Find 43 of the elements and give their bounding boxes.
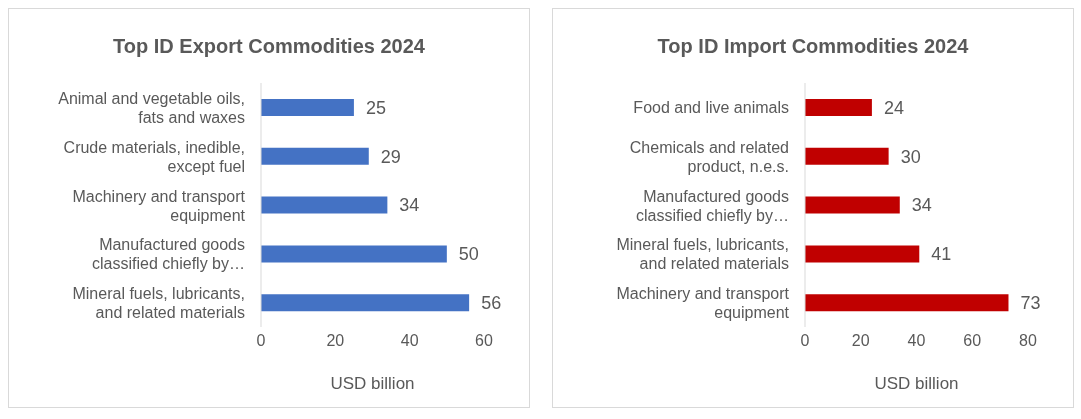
data-label: 50 bbox=[458, 244, 479, 265]
data-label: 30 bbox=[900, 146, 921, 167]
y-tick-label: Crude materials, inedible, except fuel bbox=[63, 138, 245, 175]
data-label: 41 bbox=[931, 244, 952, 265]
bar bbox=[805, 196, 900, 214]
y-tick-label: Food and live animals bbox=[633, 98, 789, 116]
x-tick-label: 40 bbox=[907, 332, 926, 350]
bar bbox=[805, 245, 920, 263]
x-axis-title: USD billion bbox=[329, 374, 416, 394]
bar bbox=[805, 147, 889, 165]
x-tick-label: 60 bbox=[963, 332, 982, 350]
chart-title: Top ID Export Commodities 2024 bbox=[112, 35, 426, 59]
bar bbox=[805, 99, 872, 116]
x-tick-label: 0 bbox=[800, 332, 810, 350]
x-tick-label: 20 bbox=[851, 332, 870, 350]
bar bbox=[261, 245, 447, 263]
x-tick-label: 40 bbox=[400, 332, 419, 350]
chart-title: Top ID Import Commodities 2024 bbox=[656, 35, 970, 59]
y-tick-label: Mineral fuels, lubricants, and related materials bbox=[72, 284, 245, 321]
bar bbox=[261, 294, 470, 312]
y-tick-label: Manufactured goods classified chiefly by… bbox=[92, 235, 245, 272]
y-tick-label: Manufactured goods classified chiefly by… bbox=[636, 187, 789, 223]
bar bbox=[261, 196, 388, 214]
y-tick-label: Animal and vegetable oils, fats and waxes bbox=[58, 89, 245, 126]
bar bbox=[261, 99, 354, 116]
data-label: 73 bbox=[1020, 293, 1041, 314]
data-label: 25 bbox=[365, 97, 386, 118]
x-tick-label: 80 bbox=[1019, 332, 1037, 350]
x-tick-label: 20 bbox=[326, 332, 345, 350]
x-axis-title: USD billion bbox=[873, 374, 960, 394]
data-label: 34 bbox=[399, 195, 420, 216]
y-tick-label: Chemicals and related product, n.e.s. bbox=[629, 138, 789, 175]
bar bbox=[805, 294, 1009, 312]
data-label: 56 bbox=[481, 293, 502, 314]
y-tick-label: Mineral fuels, lubricants, and related materials bbox=[616, 235, 789, 272]
x-tick-label: 60 bbox=[475, 332, 493, 350]
x-tick-label: 0 bbox=[256, 332, 266, 350]
bar bbox=[261, 147, 369, 165]
data-label: 29 bbox=[380, 146, 401, 167]
y-tick-label: Machinery and transport equipment bbox=[72, 187, 246, 223]
data-label: 34 bbox=[911, 195, 932, 216]
data-label: 24 bbox=[883, 97, 904, 118]
y-tick-label: Machinery and transport equipment bbox=[616, 284, 790, 321]
